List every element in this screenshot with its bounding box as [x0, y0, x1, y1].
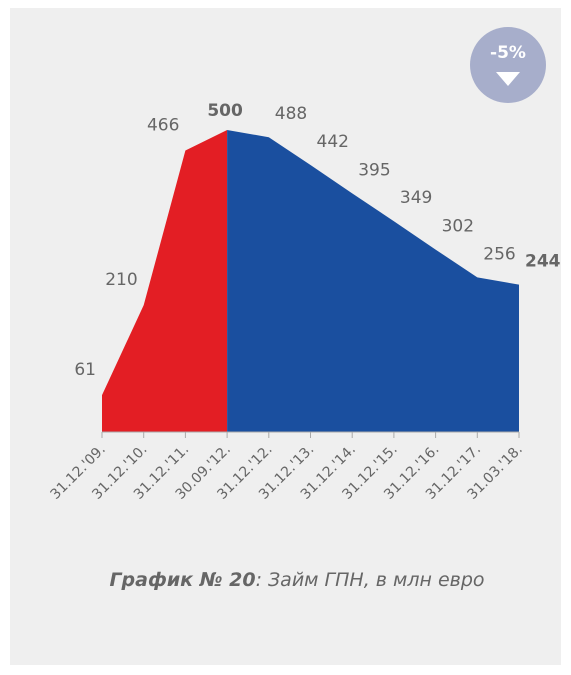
value-label: 500 [207, 101, 243, 121]
value-label: 349 [400, 188, 432, 208]
value-label: 244 [525, 252, 561, 272]
value-label: 302 [442, 217, 474, 237]
value-label: 488 [275, 104, 307, 124]
value-label: 466 [147, 116, 179, 136]
caption-rest: : Займ ГПН, в млн евро [256, 569, 485, 591]
caption-bold: График № 20 [109, 569, 255, 591]
value-label: 210 [105, 270, 137, 290]
value-label: 256 [483, 244, 515, 264]
caption: График № 20: Займ ГПН, в млн евро [109, 569, 484, 591]
badge-arrow [496, 72, 520, 86]
value-label: 395 [358, 160, 390, 180]
area [227, 130, 519, 432]
area [102, 130, 228, 432]
badge-text: -5% [490, 43, 526, 63]
badge [470, 27, 546, 103]
value-label: 61 [74, 360, 96, 380]
value-label: 442 [317, 132, 349, 152]
